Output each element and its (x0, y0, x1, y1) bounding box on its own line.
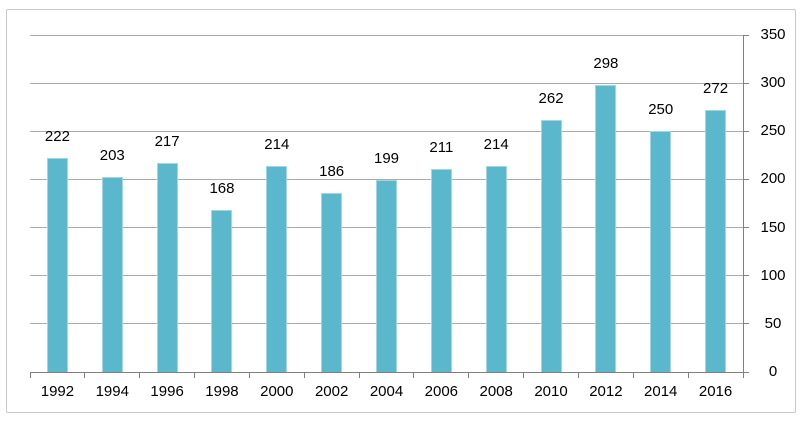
x-axis-tick (84, 372, 86, 378)
x-tick-label: 2008 (479, 383, 513, 400)
bar-value-label: 168 (209, 180, 235, 198)
bar-value-label: 262 (538, 89, 564, 107)
y-tick-label: 100 (760, 266, 786, 284)
x-axis-tick (468, 372, 470, 378)
bar (211, 210, 233, 372)
y-axis-tick (743, 130, 749, 132)
y-axis-tick (743, 178, 749, 180)
y-tick-label: 0 (768, 363, 778, 380)
x-axis-tick (742, 372, 744, 378)
x-axis-tick (523, 372, 525, 378)
y-axis-line (742, 35, 744, 373)
y-tick-label: 150 (760, 218, 786, 236)
bar (156, 163, 178, 372)
x-axis-tick (577, 372, 579, 378)
x-tick-label: 1996 (150, 383, 184, 400)
x-tick-label: 2010 (534, 383, 568, 400)
y-tick-label: 300 (760, 74, 786, 92)
x-axis-tick (248, 372, 250, 378)
y-axis-tick (743, 82, 749, 84)
x-tick-label: 1992 (40, 383, 75, 400)
bar-value-label: 203 (99, 146, 125, 164)
bar (595, 85, 617, 372)
x-tick-label: 2012 (589, 383, 623, 400)
x-tick-label: 2000 (260, 383, 294, 400)
y-axis-tick (743, 227, 749, 229)
bar-value-label: 222 (44, 128, 70, 146)
bar (46, 158, 68, 372)
x-axis-tick (687, 372, 689, 378)
bar-value-label: 272 (703, 80, 729, 98)
y-tick-label: 50 (764, 314, 782, 332)
bar (485, 165, 507, 372)
gridline (30, 130, 743, 132)
x-tick-label: 1998 (205, 383, 239, 400)
y-axis-tick (743, 323, 749, 325)
x-tick-label: 2002 (314, 383, 349, 400)
bar (430, 168, 452, 372)
bar (705, 110, 727, 372)
x-tick-label: 2006 (424, 383, 459, 400)
x-axis-tick (303, 372, 305, 378)
bar-value-label: 199 (373, 150, 400, 168)
bar (650, 131, 672, 372)
bar-value-label: 217 (154, 133, 180, 151)
bar-value-label: 214 (483, 135, 509, 153)
gridline (30, 34, 743, 36)
x-tick-label: 2004 (369, 383, 404, 400)
y-tick-label: 350 (760, 26, 786, 43)
x-axis-tick (139, 372, 141, 378)
bar (266, 165, 288, 372)
y-axis-tick (743, 34, 749, 36)
x-axis-line (30, 371, 744, 373)
x-axis-tick (29, 372, 31, 378)
x-axis-tick (413, 372, 415, 378)
y-tick-label: 200 (760, 170, 786, 188)
gridline (30, 82, 743, 84)
x-axis-tick (194, 372, 196, 378)
gridline (30, 178, 743, 180)
bar (376, 180, 397, 372)
bar (101, 176, 123, 372)
x-tick-label: 2014 (644, 383, 678, 400)
y-axis-tick (743, 371, 749, 373)
bar (321, 192, 343, 372)
bar-value-label: 298 (593, 55, 619, 73)
y-tick-label: 250 (760, 122, 786, 140)
x-tick-label: 2016 (698, 383, 733, 400)
x-axis-tick (632, 372, 634, 378)
bar-value-label: 214 (264, 135, 290, 153)
y-axis-tick (743, 275, 749, 277)
x-tick-label: 1994 (95, 383, 129, 400)
bar-value-label: 211 (429, 138, 454, 156)
x-axis-tick (358, 372, 360, 378)
bar-value-label: 250 (648, 101, 674, 119)
bar-value-label: 186 (319, 162, 345, 180)
bar (540, 119, 562, 372)
